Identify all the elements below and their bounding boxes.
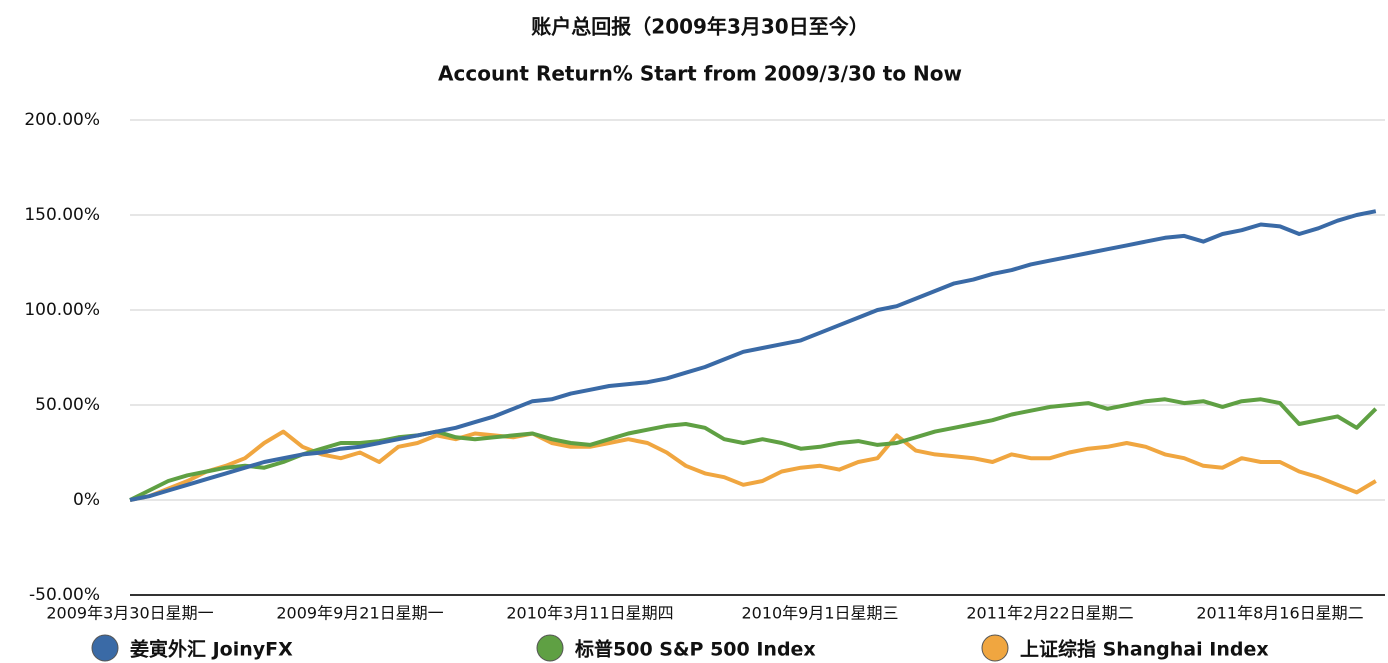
y-tick-label: 100.00%	[24, 300, 100, 320]
x-tick-label: 2009年9月21日星期一	[276, 604, 443, 623]
x-tick-label: 2011年2月22日星期二	[966, 604, 1133, 623]
legend-label: 姜寅外汇 JoinyFX	[130, 638, 293, 661]
legend-swatch	[536, 634, 564, 662]
series-line	[129, 209, 1377, 502]
y-tick-label: 0%	[73, 490, 100, 510]
y-tick-label: 200.00%	[24, 110, 100, 130]
legend-swatch	[981, 634, 1009, 662]
legend-label: 上证综指 Shanghai Index	[1020, 638, 1269, 661]
legend-label: 标普500 S&P 500 Index	[575, 638, 816, 661]
y-tick-label: 150.00%	[24, 205, 100, 225]
chart-subtitle: Account Return% Start from 2009/3/30 to …	[438, 62, 962, 86]
legend-swatch	[91, 634, 119, 662]
x-tick-label: 2010年9月1日星期三	[741, 604, 898, 623]
x-tick-label: 2009年3月30日星期一	[46, 604, 213, 623]
series-line	[129, 397, 1378, 502]
y-tick-label: -50.00%	[29, 585, 100, 605]
y-tick-label: 50.00%	[35, 395, 100, 415]
x-tick-label: 2011年8月16日星期二	[1196, 604, 1363, 623]
x-tick-label: 2010年3月11日星期四	[506, 604, 673, 623]
chart-title: 账户总回报（2009年3月30日至今）	[531, 15, 868, 39]
series-line	[129, 429, 1377, 502]
